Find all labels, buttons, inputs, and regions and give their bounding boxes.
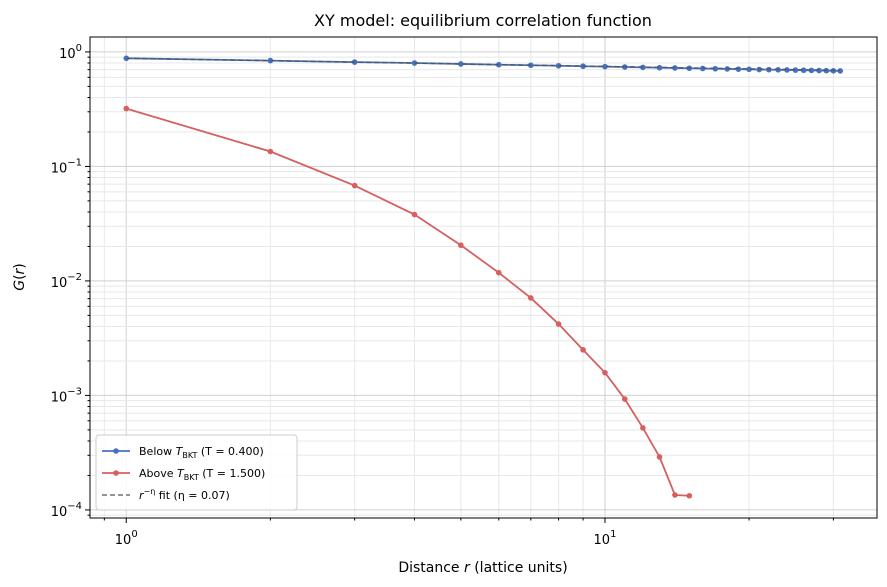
y-tick-label: 10−2 (51, 272, 82, 291)
plot-frame (89, 36, 878, 519)
data-point (267, 148, 274, 155)
data-point (800, 67, 807, 74)
data-point (555, 321, 562, 327)
x-tick-label: 100 (115, 529, 138, 548)
data-point (602, 369, 608, 376)
chart-title: XY model: equilibrium correlation functi… (314, 11, 652, 30)
x-axis-ticks: 100 101 (103, 518, 834, 548)
fit-line (126, 57, 841, 72)
data-point (411, 211, 418, 218)
x-axis-label: Distance r (lattice units) (398, 560, 567, 576)
data-point (640, 425, 646, 431)
legend-box (95, 434, 298, 511)
data-point (495, 269, 502, 276)
data-point (712, 65, 719, 72)
x-tick-label: 101 (594, 529, 617, 548)
data-point (123, 55, 130, 62)
data-point (621, 396, 628, 402)
legend: Below TBKT (T = 0.400) Above TBKT (T = 1.… (95, 434, 298, 511)
legend-entry: Above TBKT (T = 1.500) (139, 467, 265, 482)
grid (90, 37, 877, 518)
data-point (672, 492, 678, 498)
y-axis-ticks: 10−4 10−3 10−2 10−1 100 (51, 43, 90, 520)
legend-marker (113, 470, 119, 476)
y-axis-label: G(r) (12, 263, 28, 291)
data-point (351, 182, 358, 189)
series-1 (123, 105, 693, 499)
data-point (458, 61, 464, 67)
data-point (792, 67, 799, 73)
data-point (458, 242, 464, 249)
legend-entry: Below TBKT (T = 0.400) (139, 445, 264, 460)
data-point (123, 105, 130, 112)
data-point (746, 66, 752, 73)
data-point (837, 68, 844, 74)
y-tick-label: 10−4 (51, 501, 82, 520)
legend-entry: r−η fit (η = 0.07) (139, 487, 230, 502)
data-point (656, 64, 663, 71)
y-tick-label: 10−3 (51, 386, 82, 405)
data-point (656, 454, 663, 460)
y-tick-label: 100 (59, 43, 82, 62)
series-0 (123, 55, 844, 74)
data-point (528, 295, 534, 301)
data-point (686, 492, 693, 499)
y-tick-label: 10−1 (51, 157, 82, 176)
data-point (808, 67, 815, 74)
data-point (580, 347, 586, 353)
legend-marker (113, 448, 119, 454)
data-point (602, 63, 608, 70)
series-layer (123, 55, 844, 499)
